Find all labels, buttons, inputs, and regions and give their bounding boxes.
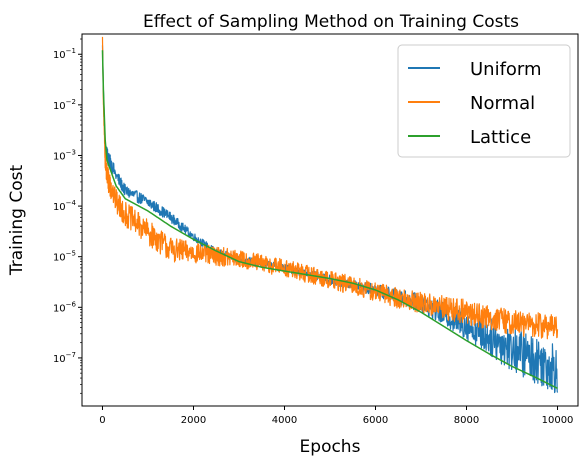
x-tick-label: 8000: [454, 415, 479, 426]
y-axis-label: Training Cost: [7, 165, 27, 277]
y-tick-label: 10−5: [53, 250, 76, 264]
y-tick-label: 10−2: [53, 98, 76, 112]
legend-label-uniform: Uniform: [470, 59, 542, 80]
y-tick-label: 10−1: [53, 47, 76, 61]
x-axis-ticks: 0 2000 4000 6000 8000 10000: [99, 406, 573, 426]
y-tick-label: 10−3: [53, 148, 76, 162]
x-tick-label: 10000: [542, 415, 574, 426]
legend-box: [397, 44, 571, 158]
legend: Uniform Normal Lattice: [397, 44, 571, 158]
legend-label-normal: Normal: [470, 93, 535, 114]
y-tick-label: 10−6: [53, 300, 77, 314]
x-tick-label: 6000: [363, 415, 388, 426]
x-tick-label: 4000: [272, 415, 297, 426]
y-tick-label: 10−4: [53, 199, 77, 213]
plot-frame: [81, 33, 579, 407]
plot-series-group: [101, 36, 559, 394]
y-tick-label: 10−7: [53, 351, 76, 365]
x-tick-label: 0: [99, 415, 105, 426]
chart-title: Effect of Sampling Method on Training Co…: [143, 12, 519, 32]
legend-label-lattice: Lattice: [470, 127, 531, 148]
x-axis-label: Epochs: [300, 437, 361, 457]
y-axis-ticks: 10−1 10−2 10−3 10−4 10−5 10−6 10−7: [53, 38, 82, 394]
x-tick-label: 2000: [181, 415, 206, 426]
series-line-normal: [101, 36, 559, 340]
series-line-lattice: [101, 50, 558, 390]
